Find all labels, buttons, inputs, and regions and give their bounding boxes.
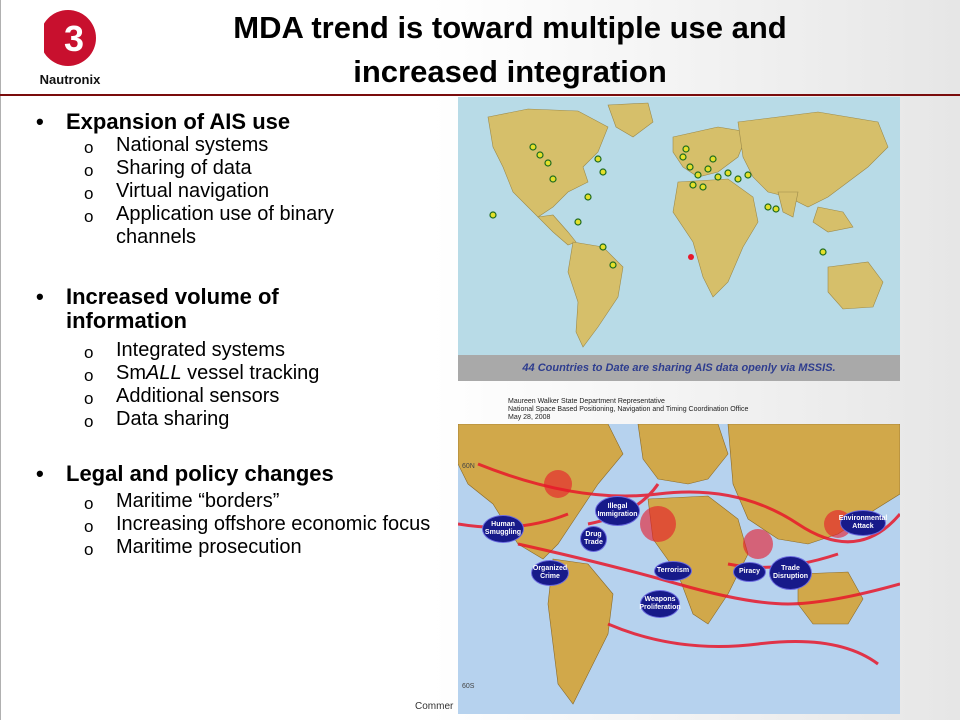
source-credit: Maureen Walker State Department Represen… (508, 398, 749, 421)
world-map-graphic (487, 102, 889, 348)
title-line-1: MDA trend is toward multiple use and (233, 10, 787, 45)
threat-piracy: Piracy (733, 562, 766, 582)
l3-logo: 3 Nautronix (28, 6, 108, 88)
sub-bullet: o Maritime prosecution (84, 536, 302, 559)
sub-bullet: o Additional sensors (84, 385, 280, 408)
threat-organized-crime: Organized Crime (531, 560, 569, 586)
sub-bullet: o Increasing offshore economic focus (84, 513, 431, 536)
svg-text:3: 3 (64, 18, 84, 59)
slide-left-border (0, 0, 1, 720)
sub-bullet: o Application use of binary channels (84, 203, 334, 248)
map-caption-bar: 44 Countries to Date are sharing AIS dat… (458, 355, 900, 381)
threat-trade-disruption: Trade Disruption (769, 556, 812, 590)
map-caption: 44 Countries to Date are sharing AIS dat… (522, 362, 836, 374)
sub-bullet: o Data sharing (84, 408, 230, 431)
footer-text: Commer (415, 701, 454, 712)
lat-label-60s: 60S (462, 683, 475, 690)
slide-title: MDA trend is toward multiple use and inc… (120, 6, 900, 94)
threat-environmental-attack: Environmental Attack (839, 510, 887, 536)
mssis-world-map: 44 Countries to Date are sharing AIS dat… (458, 97, 900, 381)
bullet-heading-volume: Increased volume of information (36, 285, 386, 333)
threat-terrorism: Terrorism (654, 561, 692, 581)
bullet-heading-expansion: Expansion of AIS use (36, 110, 446, 135)
threat-human-smuggling: Human Smuggling (482, 515, 524, 543)
l3-logo-mark: 3 (38, 10, 96, 66)
sub-bullet: o National systems (84, 134, 269, 157)
threat-illegal-immigration: Illegal Immigration (595, 496, 640, 526)
threat-drug-trade: Drug Trade (580, 526, 607, 552)
lat-label-60n: 60N (462, 463, 475, 470)
sub-bullet: o Integrated systems (84, 339, 285, 362)
threat-weapons-proliferation: Weapons Proliferation (639, 590, 681, 618)
sub-bullet: o SmALL vessel tracking (84, 362, 320, 385)
title-divider (0, 94, 960, 96)
sub-bullet: o Virtual navigation (84, 180, 270, 203)
logo-wordmark: Nautronix (39, 72, 101, 87)
title-line-2: increased integration (353, 54, 667, 89)
bullet-heading-legal: Legal and policy changes (36, 462, 446, 487)
sub-bullet: o Maritime “borders” (84, 490, 280, 513)
sub-bullet: o Sharing of data (84, 157, 252, 180)
shipping-threat-map: 60N 60S Human Smuggling Illegal Immigrat… (458, 424, 900, 714)
